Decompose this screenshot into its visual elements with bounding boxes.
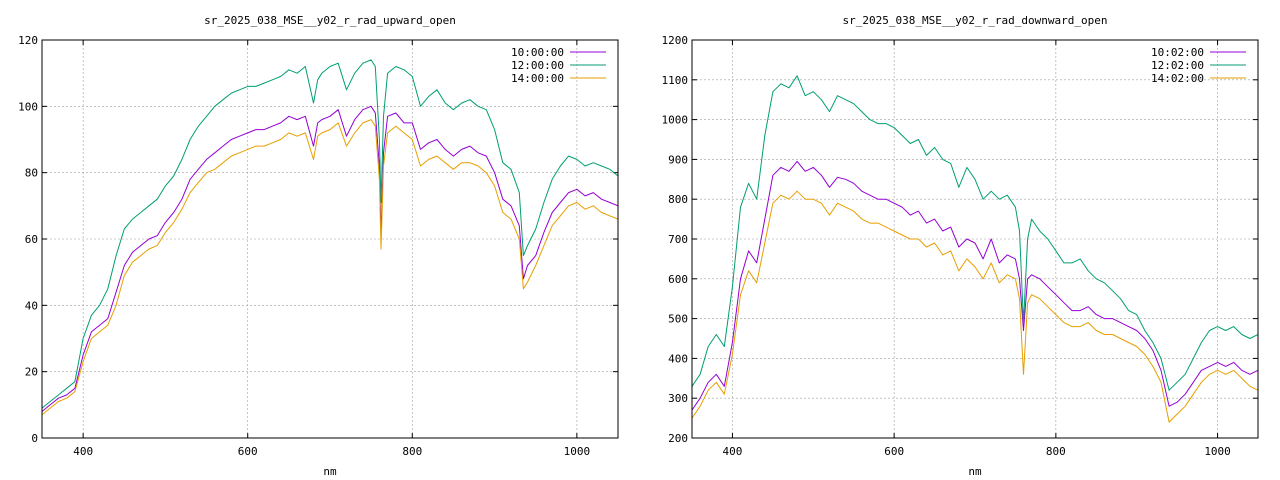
legend-label: 10:00:00 <box>511 46 564 59</box>
y-tick-label: 60 <box>25 233 38 246</box>
y-tick-label: 120 <box>18 34 38 47</box>
legend-label: 10:02:00 <box>1151 46 1204 59</box>
series-line-14:00:00 <box>42 119 618 416</box>
plot-frame <box>691 39 1259 439</box>
y-tick-label: 700 <box>668 233 688 246</box>
y-tick-label: 900 <box>668 153 688 166</box>
legend-label: 14:02:00 <box>1151 72 1204 85</box>
x-tick-label: 800 <box>402 445 422 458</box>
y-tick-label: 600 <box>668 273 688 286</box>
x-tick-label: 400 <box>73 445 93 458</box>
chart-title: sr_2025_038_MSE__y02_r_rad_downward_open <box>843 14 1108 27</box>
x-tick-label: 1000 <box>1204 445 1231 458</box>
y-tick-label: 1100 <box>662 74 689 87</box>
series-line-12:00:00 <box>42 59 618 409</box>
x-tick-label: 400 <box>722 445 742 458</box>
y-tick-label: 1200 <box>662 34 689 47</box>
y-tick-label: 100 <box>18 100 38 113</box>
x-tick-label: 600 <box>884 445 904 458</box>
chart-panel-2: sr_2025_038_MSE__y02_r_rad_downward_open… <box>662 14 1259 478</box>
chart-panel-1: sr_2025_038_MSE__y02_r_rad_upward_open 0 2… <box>18 14 619 478</box>
y-tick-label: 1000 <box>662 114 689 127</box>
y-tick-label: 200 <box>668 432 688 445</box>
y-tick-label: 20 <box>25 366 38 379</box>
plot-frame <box>41 39 619 439</box>
x-axis-label: nm <box>968 465 982 478</box>
legend-label: 14:00:00 <box>511 72 564 85</box>
x-tick-label: 600 <box>238 445 258 458</box>
series-line-14:02:00 <box>692 190 1258 423</box>
x-tick-label: 1000 <box>564 445 591 458</box>
x-axis-label: nm <box>323 465 337 478</box>
chart-title: sr_2025_038_MSE__y02_r_rad_upward_open <box>204 14 456 27</box>
legend-label: 12:00:00 <box>511 59 564 72</box>
x-tick-label: 800 <box>1046 445 1066 458</box>
y-tick-label: 400 <box>668 352 688 365</box>
series-line-10:02:00 <box>692 160 1258 411</box>
y-tick-label: 0 <box>31 432 38 445</box>
legend-label: 12:02:00 <box>1151 59 1204 72</box>
y-tick-label: 800 <box>668 193 688 206</box>
y-tick-label: 500 <box>668 313 688 326</box>
y-tick-label: 80 <box>25 167 38 180</box>
y-tick-label: 300 <box>668 392 688 405</box>
series-line-10:00:00 <box>42 105 618 412</box>
y-tick-label: 40 <box>25 299 38 312</box>
series-line-12:02:00 <box>692 75 1258 391</box>
